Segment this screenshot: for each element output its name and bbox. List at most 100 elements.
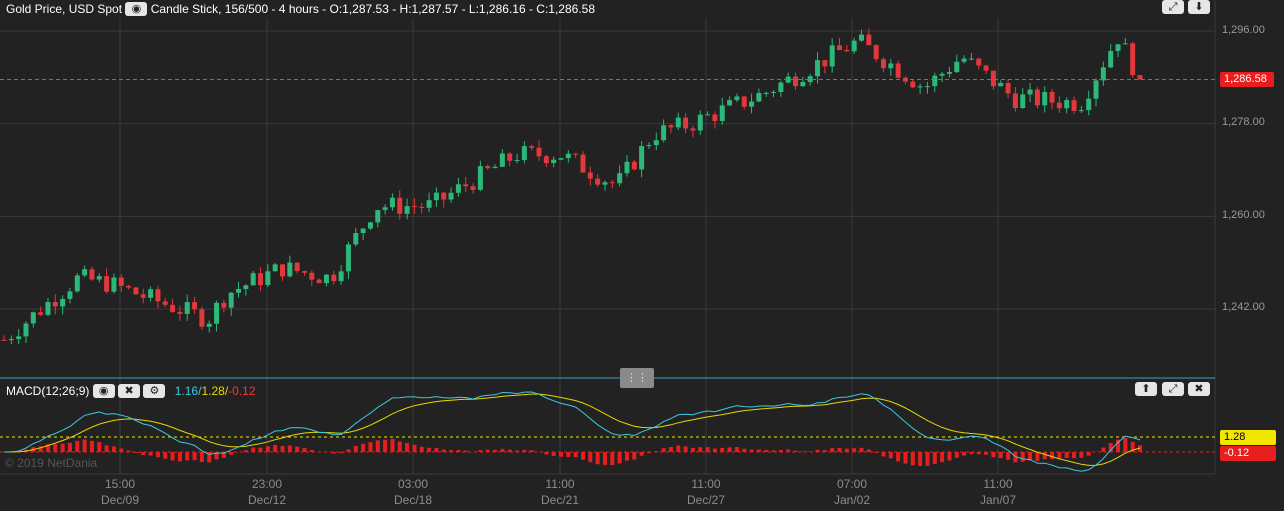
histogram-bar: [918, 452, 923, 466]
histogram-bar: [463, 450, 468, 452]
chart-header: Gold Price, USD Spot ◉ Candle Stick, 156…: [6, 0, 595, 16]
candle-body: [382, 207, 388, 211]
histogram-bar: [485, 449, 490, 452]
x-tick-date: Dec/27: [686, 493, 726, 507]
histogram-bar: [734, 447, 739, 452]
candle-body: [646, 145, 652, 147]
histogram-bar: [493, 449, 498, 452]
candle-body: [177, 311, 183, 314]
eye-icon[interactable]: ◉: [92, 383, 115, 398]
histogram-bar: [544, 452, 549, 455]
histogram-bar: [800, 451, 805, 452]
price-tick: 1,278.00: [1222, 116, 1265, 128]
histogram-bar: [1072, 452, 1077, 459]
candle-body: [888, 63, 894, 69]
histogram-bar: [1101, 447, 1106, 452]
signal-value: 1.28: [201, 384, 225, 399]
candle-body: [301, 271, 307, 273]
histogram-bar: [903, 452, 908, 464]
histogram-bar: [588, 452, 593, 463]
candle-body: [184, 302, 190, 314]
copyright: © 2019 NetDania: [5, 456, 98, 470]
histogram-bar: [742, 448, 747, 452]
histogram-bar: [764, 449, 769, 452]
histogram-bar: [507, 449, 512, 452]
histogram-bar: [185, 452, 190, 461]
candle-body: [1012, 93, 1018, 109]
histogram-bar: [756, 449, 761, 452]
candle-body: [1056, 102, 1062, 109]
histogram-bar: [331, 452, 336, 454]
expand-icon[interactable]: ⤢: [1162, 382, 1184, 396]
histogram-bar: [214, 452, 219, 460]
expand-icon[interactable]: ⤢: [1162, 0, 1184, 14]
close-icon[interactable]: ✖: [1188, 382, 1210, 396]
arrow-down-icon[interactable]: ⬇: [1188, 0, 1210, 14]
x-tick-time: 07:00: [836, 477, 868, 491]
candle-body: [734, 96, 740, 101]
candle-body: [924, 86, 930, 88]
histogram-bar: [500, 448, 505, 452]
histogram-bar: [368, 442, 373, 452]
gear-icon[interactable]: ⚙: [143, 383, 166, 398]
candle-body: [617, 173, 623, 184]
candle-body: [880, 59, 886, 69]
histogram-bar: [82, 439, 87, 452]
histogram-tag: -0.12: [1220, 446, 1276, 461]
candle-body: [1005, 82, 1011, 94]
grip-icon[interactable]: ⋮⋮: [620, 368, 654, 388]
histogram-bar: [1108, 442, 1113, 452]
histogram-bar: [822, 450, 827, 452]
candle-body: [133, 287, 139, 295]
candle-body: [499, 153, 505, 167]
histogram-bar: [383, 439, 388, 452]
histogram-bar: [456, 450, 461, 452]
candle-body: [954, 61, 960, 73]
candle-body: [111, 277, 117, 292]
histogram-bar: [478, 450, 483, 452]
instrument-title: Gold Price, USD Spot: [6, 1, 123, 16]
candle-body: [448, 192, 454, 200]
candle-body: [829, 45, 835, 67]
histogram-bar: [580, 452, 585, 460]
candle-body: [543, 156, 549, 164]
histogram-bar: [309, 450, 314, 452]
macd-line: [3, 391, 1141, 472]
eye-icon[interactable]: ◉: [125, 1, 148, 16]
candle-body: [968, 58, 974, 60]
candle-body: [749, 101, 755, 107]
candle-body: [844, 50, 850, 52]
histogram-bar: [419, 446, 424, 452]
histogram-bar: [551, 452, 556, 456]
chart-info: Candle Stick, 156/500 - 4 hours - O:1,28…: [150, 1, 596, 16]
histogram-bar: [771, 450, 776, 452]
candle-body: [82, 269, 88, 276]
histogram-bar: [676, 445, 681, 452]
candle-body: [1027, 89, 1033, 95]
histogram-bar: [925, 452, 930, 466]
candle-body: [192, 302, 198, 310]
candle-body: [265, 271, 271, 286]
candle-body: [294, 262, 300, 272]
candle-body: [433, 192, 439, 201]
candle-body: [199, 309, 205, 327]
histogram-bar: [610, 452, 615, 466]
candle-body: [837, 45, 843, 51]
histogram-bar: [602, 452, 607, 465]
candle-body: [514, 160, 520, 162]
candle-body: [243, 285, 249, 290]
close-icon[interactable]: ✖: [118, 383, 141, 398]
x-tick-time: 03:00: [397, 477, 429, 491]
histogram-bar: [89, 440, 94, 452]
candle-body: [858, 34, 864, 41]
histogram-bar: [1057, 452, 1062, 460]
histogram-bar: [280, 446, 285, 452]
candle-body: [778, 82, 784, 92]
arrow-up-icon[interactable]: ⬆: [1135, 382, 1157, 396]
histogram-bar: [38, 446, 43, 452]
candle-body: [60, 298, 66, 307]
candle-body: [815, 60, 821, 77]
candle-body: [1078, 110, 1084, 112]
